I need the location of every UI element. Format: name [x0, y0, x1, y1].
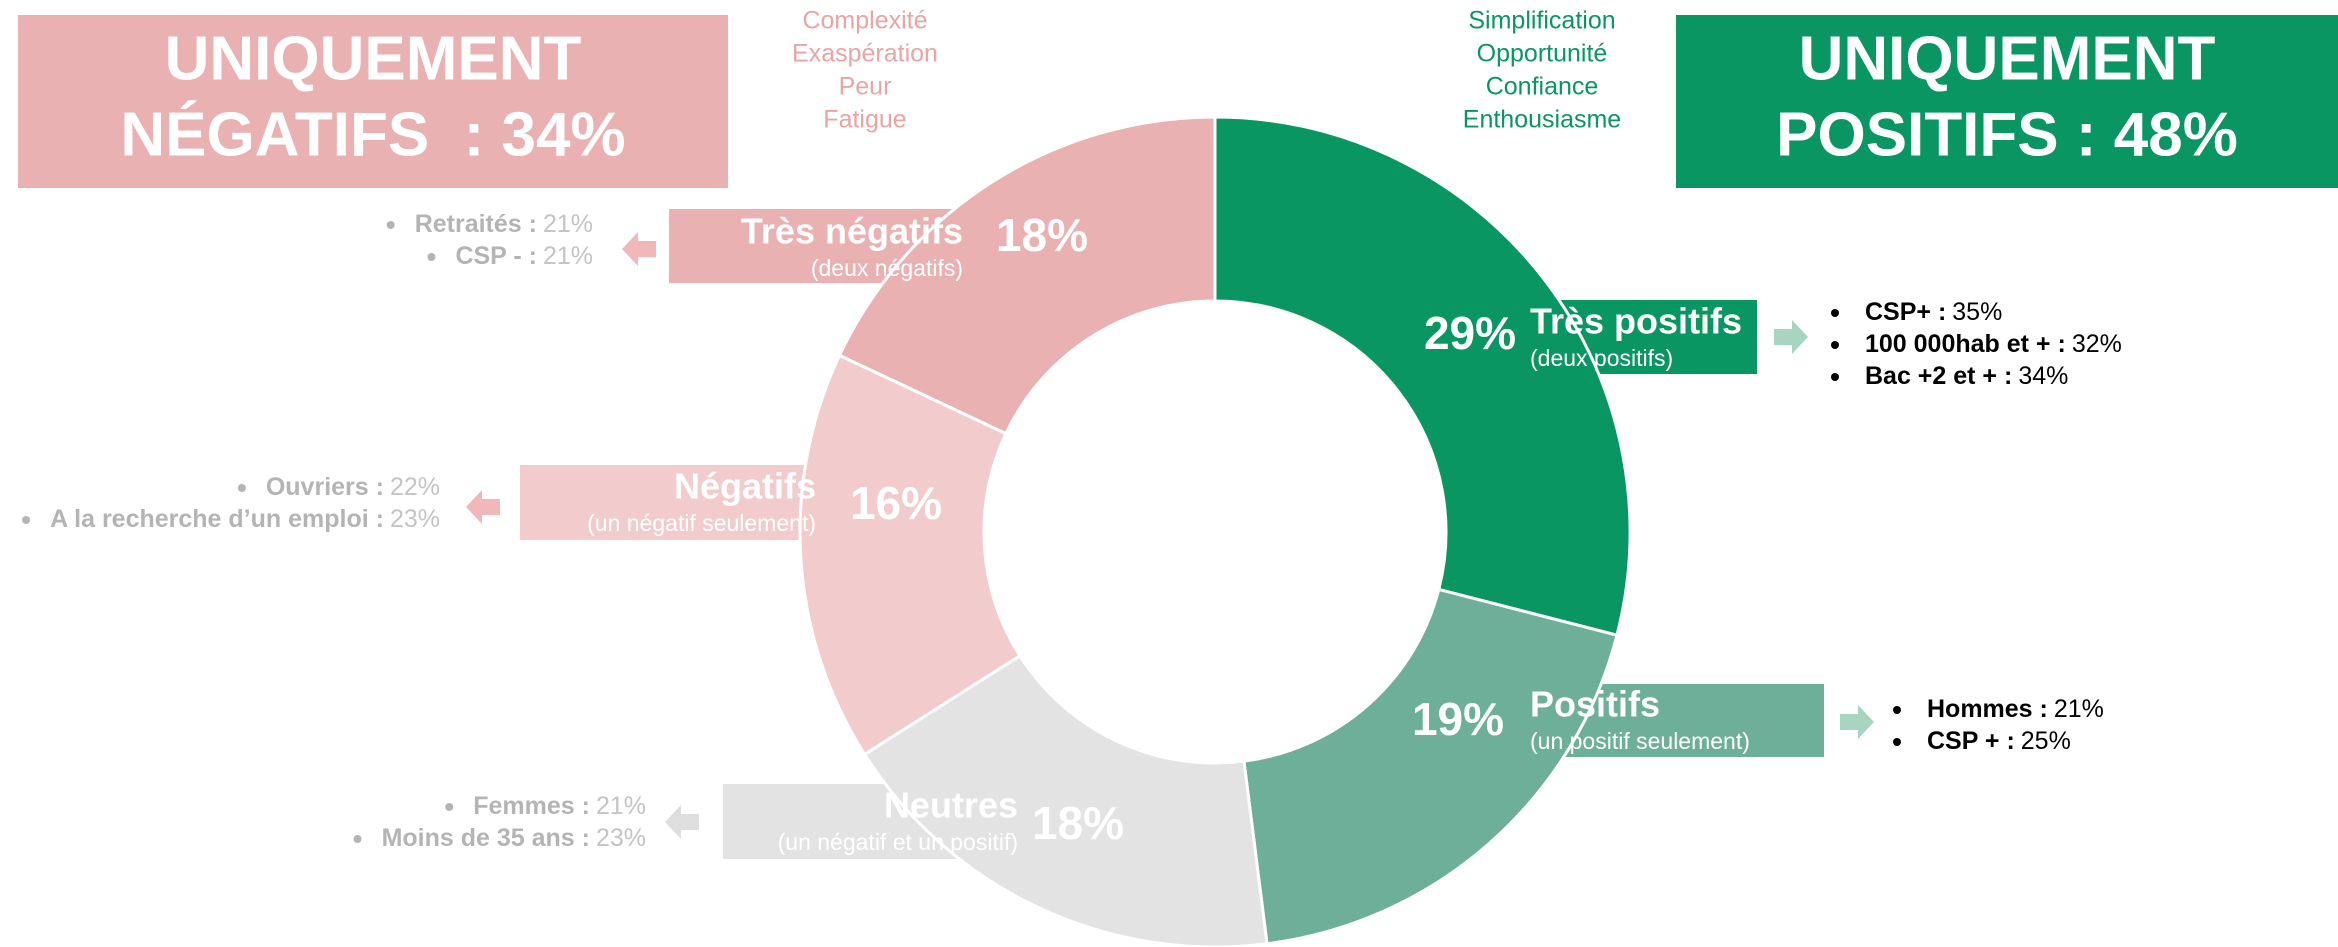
annotation-value: 22%: [390, 473, 440, 501]
annotation: CSP - :21%: [455, 242, 593, 270]
bullet: [1893, 738, 1901, 746]
annotation-label: Hommes :: [1927, 695, 2048, 723]
annotation: CSP+ :35%: [1865, 298, 2002, 326]
label-box: [520, 465, 835, 540]
bullet: [445, 803, 454, 811]
segment-subtitle: (deux négatifs): [811, 255, 963, 281]
bullet: [1893, 706, 1901, 714]
segment-title: Négatifs: [674, 466, 816, 507]
value-label: 18%: [996, 209, 1088, 261]
summary-word: Exaspération: [792, 40, 938, 68]
summary-word: Enthousiasme: [1463, 106, 1621, 134]
summary-word: Simplification: [1468, 7, 1615, 35]
negative-box: [18, 15, 728, 188]
annotation-value: 34%: [2018, 362, 2068, 390]
segment-title: Neutres: [884, 785, 1018, 826]
annotation-value: 21%: [596, 792, 646, 820]
donut-segment: [837, 115, 1217, 436]
donut-segment: [798, 353, 1023, 757]
donut-segment: [862, 653, 1269, 947]
annotation-label: Femmes :: [473, 792, 590, 820]
value-label: 29%: [1424, 307, 1516, 359]
segment-subtitle: (un positif seulement): [1530, 728, 1750, 754]
segment-subtitle: (un négatif et un positif): [778, 829, 1018, 855]
arrow: [466, 490, 500, 524]
segment-title: Très négatifs: [741, 211, 963, 252]
segment-subtitle: (un négatif seulement): [587, 510, 816, 536]
value-label: 16%: [850, 477, 942, 529]
arrow: [622, 232, 656, 266]
arrow: [1774, 320, 1808, 354]
bullet: [386, 221, 395, 229]
summary-word: Peur: [839, 73, 892, 101]
arrow: [1840, 705, 1874, 739]
annotation: Retraités :21%: [415, 210, 593, 238]
donut-segment: [1213, 115, 1632, 638]
annotation: Hommes :21%: [1927, 695, 2104, 723]
summary-word: Confiance: [1486, 73, 1599, 101]
annotation-label: CSP+ :: [1865, 298, 1946, 326]
annotation-label: A la recherche d’un emploi :: [50, 505, 384, 533]
annotation-value: 25%: [2021, 727, 2071, 755]
summary-word: Fatigue: [823, 106, 906, 134]
summary-line: POSITIFS : 48%: [1776, 100, 2238, 169]
summary-line: NÉGATIFS : 34%: [120, 100, 625, 169]
positive-box: [1676, 15, 2338, 188]
bullet: [353, 835, 362, 843]
annotation-label: Moins de 35 ans :: [382, 824, 590, 852]
segment-subtitle: (deux positifs): [1530, 345, 1673, 371]
annotation-value: 21%: [2054, 695, 2104, 723]
bullet: [1831, 373, 1839, 381]
bullet: [1831, 309, 1839, 317]
annotation-label: Retraités :: [415, 210, 537, 238]
annotation-value: 23%: [390, 505, 440, 533]
summary-line: UNIQUEMENT: [165, 24, 582, 93]
bullet: [22, 516, 31, 524]
annotation-label: CSP + :: [1927, 727, 2015, 755]
annotation-value: 23%: [596, 824, 646, 852]
annotation-label: Bac +2 et + :: [1865, 362, 2012, 390]
annotation: Bac +2 et + :34%: [1865, 362, 2068, 390]
annotation: A la recherche d’un emploi :23%: [50, 505, 440, 533]
bullet: [427, 253, 436, 261]
value-label: 18%: [1032, 797, 1124, 849]
summary-word: Opportunité: [1477, 40, 1608, 68]
summary-word: Complexité: [802, 7, 927, 35]
annotation-value: 21%: [543, 242, 593, 270]
bullet: [1831, 341, 1839, 349]
annotation: Ouvriers :22%: [266, 473, 440, 501]
summary-line: UNIQUEMENT: [1799, 24, 2216, 93]
segment-title: Très positifs: [1530, 301, 1742, 342]
annotation-value: 32%: [2072, 330, 2122, 358]
annotation-value: 35%: [1952, 298, 2002, 326]
annotation-label: CSP - :: [455, 242, 537, 270]
annotation: 100 000hab et + :32%: [1865, 330, 2122, 358]
annotation: Femmes :21%: [473, 792, 646, 820]
arrow: [665, 805, 699, 839]
donut-segment: [1242, 587, 1619, 946]
annotation: CSP + :25%: [1927, 727, 2071, 755]
annotation-label: Ouvriers :: [266, 473, 384, 501]
annotation-value: 21%: [543, 210, 593, 238]
segment-title: Positifs: [1530, 684, 1660, 725]
bullet: [237, 484, 246, 492]
value-label: 19%: [1412, 693, 1504, 745]
annotation-label: 100 000hab et + :: [1865, 330, 2066, 358]
annotation: Moins de 35 ans :23%: [382, 824, 646, 852]
